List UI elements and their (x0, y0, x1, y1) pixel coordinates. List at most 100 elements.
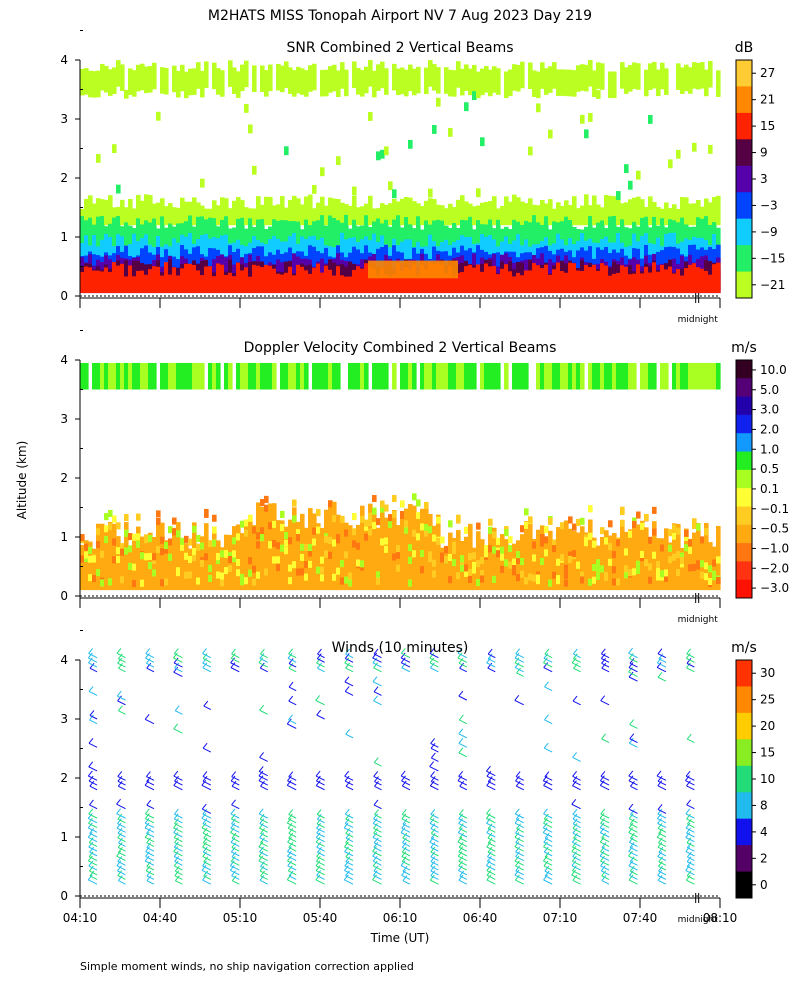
wind-barb (258, 850, 264, 857)
doppler-cell (588, 532, 593, 540)
wind-barb (486, 879, 496, 885)
doppler-cell (536, 362, 541, 390)
wind-barb (259, 875, 265, 881)
wind-barb (657, 822, 667, 829)
snr-cell (576, 208, 581, 226)
wind-barb (487, 662, 493, 669)
wind-barb (344, 662, 354, 668)
doppler-cell (628, 530, 633, 538)
snr-cell (588, 112, 593, 122)
wind-barb (630, 823, 638, 829)
snr-cell (580, 64, 585, 91)
wind-barb (457, 775, 463, 781)
wind-barb (543, 841, 548, 848)
snr-cell (676, 63, 681, 90)
doppler-cell (128, 362, 133, 390)
x-tick-label: 07:40 (623, 911, 658, 925)
snr-colorbar-swatch (736, 192, 752, 220)
doppler-cell (584, 532, 589, 591)
wind-barb (430, 813, 439, 819)
snr-cell (364, 66, 369, 94)
wind-barb (687, 856, 695, 862)
wind-barb (203, 875, 212, 880)
doppler-cell (416, 533, 421, 541)
wind-barb (343, 827, 354, 833)
snr-cell (396, 201, 401, 226)
wind-barb (686, 662, 695, 668)
snr-cell (312, 63, 317, 91)
snr-cell (564, 200, 569, 226)
snr-cell (260, 219, 265, 255)
snr-cell (380, 203, 385, 226)
doppler-cell (484, 362, 489, 390)
wind-barb (686, 799, 692, 806)
doppler-cell (600, 565, 605, 573)
doppler-cell (708, 362, 713, 390)
doppler-field (80, 362, 721, 591)
wind-barb (146, 842, 152, 848)
doppler-cell (352, 528, 357, 536)
winds-colorbar-swatch (736, 871, 752, 899)
wind-barb (685, 874, 691, 881)
doppler-cell (384, 545, 389, 553)
doppler-cell (188, 571, 193, 579)
snr-cell (156, 266, 161, 294)
wind-barb (458, 846, 464, 853)
doppler-cell (288, 519, 293, 591)
snr-cell (136, 194, 141, 226)
wind-barb (345, 842, 354, 847)
wind-barb (430, 742, 439, 748)
wind-barb (686, 832, 695, 838)
wind-barb (144, 860, 155, 866)
wind-barb (315, 865, 321, 871)
wind-barb (343, 874, 349, 881)
snr-cell (624, 164, 629, 174)
wind-barb (287, 652, 293, 659)
snr-cell (304, 270, 309, 294)
snr-cell (320, 215, 325, 255)
wind-barb (259, 823, 268, 829)
doppler-cell (648, 563, 653, 571)
wind-barb (430, 808, 436, 815)
wind-barb (316, 822, 321, 829)
doppler-cell (512, 558, 517, 566)
doppler-cell (336, 567, 341, 575)
wind-barb (628, 647, 633, 654)
wind-barb (542, 827, 548, 833)
wind-barb (288, 648, 294, 655)
snr-cell (184, 71, 189, 99)
doppler-cell (444, 555, 449, 563)
wind-barb (486, 827, 492, 834)
snr-cell (264, 228, 269, 255)
doppler-cell (396, 544, 401, 553)
wind-barb (657, 676, 667, 682)
wind-barb (117, 875, 126, 880)
wind-barb (628, 780, 638, 786)
wind-barb (430, 865, 436, 872)
doppler-cell (424, 501, 429, 510)
doppler-cell (444, 362, 449, 390)
snr-cell (324, 265, 329, 294)
doppler-cell (168, 541, 173, 591)
snr-colorbar-swatch (736, 139, 752, 167)
wind-barb (544, 714, 549, 721)
wind-barb (430, 865, 439, 871)
wind-barb (202, 775, 212, 781)
doppler-cell (624, 531, 629, 591)
snr-cell (144, 66, 149, 94)
wind-barb (686, 851, 692, 858)
wind-barb (373, 686, 379, 692)
doppler-cell (436, 537, 441, 546)
doppler-cell (612, 566, 617, 574)
snr-cell (384, 204, 389, 226)
snr-cell (160, 275, 165, 294)
snr-cell (692, 62, 697, 89)
snr-cell (444, 208, 449, 226)
wind-barb (173, 648, 179, 654)
doppler-cell (676, 550, 681, 559)
snr-cell (488, 266, 493, 294)
wind-barb (258, 841, 264, 848)
doppler-cell (268, 522, 273, 530)
doppler-cell (528, 516, 533, 524)
wind-barb (600, 846, 605, 852)
